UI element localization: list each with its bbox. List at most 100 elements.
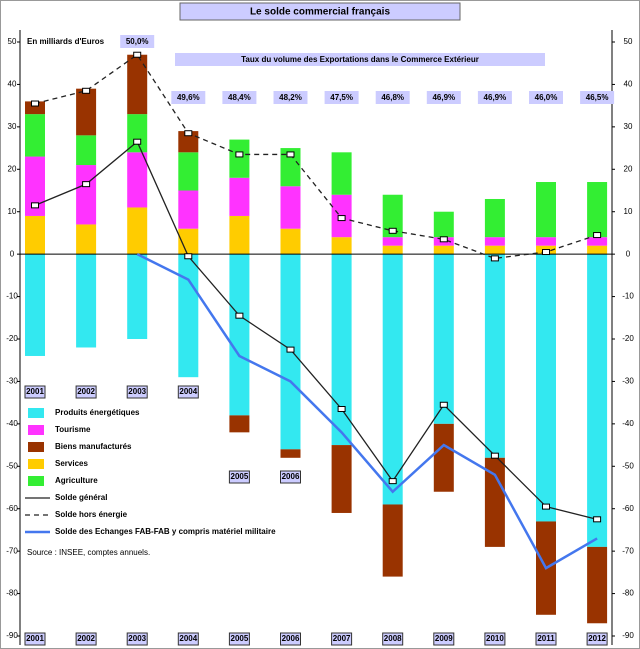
line-marker (184, 130, 193, 137)
x-tick-label: 2001 (26, 387, 44, 396)
line-marker (235, 151, 244, 158)
legend-label: Produits énergétiques (55, 408, 140, 417)
bar (229, 139, 250, 178)
bar (280, 228, 301, 255)
year-box (535, 632, 557, 646)
rate-box (580, 91, 615, 104)
bar (25, 156, 45, 216)
bar (280, 148, 301, 187)
x-tick-label: 2006 (282, 634, 300, 643)
y-tick-label-right: 30 (624, 122, 633, 131)
year-box (177, 385, 199, 399)
line-marker (31, 100, 39, 107)
bar (229, 215, 250, 255)
rate-box (222, 91, 257, 104)
rate-box (171, 91, 206, 104)
x-tick-label: 2002 (77, 387, 95, 396)
rate-box (273, 91, 308, 104)
year-box (24, 632, 46, 646)
year-box (586, 632, 608, 646)
y-axis-label: En milliards d'Euros (27, 37, 105, 46)
line-marker (82, 87, 91, 94)
x-tick-label: 2007 (333, 634, 351, 643)
line-marker (133, 51, 142, 58)
legend-label: Services (55, 459, 88, 468)
y-tick-label: -40 (6, 419, 18, 428)
y-tick-label: -10 (6, 292, 18, 301)
line-marker (337, 406, 346, 413)
y-tick-label-right: -30 (622, 377, 634, 386)
bar (280, 449, 301, 458)
rate-label: 50,0% (126, 37, 149, 46)
bar (178, 152, 199, 191)
rate-label: 48,2% (279, 93, 302, 102)
rate-box (375, 91, 410, 104)
rate-label: 47,5% (330, 93, 353, 102)
rate-box (324, 91, 359, 104)
bar (536, 254, 556, 522)
year-box (433, 632, 455, 646)
year-box (24, 385, 46, 399)
x-tick-label: 2006 (282, 472, 300, 481)
rate-label: 48,4% (228, 93, 251, 102)
rate-label: 46,5% (586, 93, 609, 102)
bar (76, 135, 97, 166)
bar (382, 194, 403, 238)
y-tick-label: 0 (10, 249, 15, 258)
y-tick-label-right: -40 (622, 419, 634, 428)
x-tick-label: 2009 (435, 634, 453, 643)
bar (587, 237, 608, 246)
bar (76, 254, 97, 348)
year-box (382, 632, 404, 646)
y-tick-label-right: -90 (622, 631, 634, 640)
line-marker (388, 478, 397, 485)
bar (484, 245, 505, 255)
line-marker (286, 151, 295, 158)
year-box (75, 385, 97, 399)
y-tick-label: -60 (6, 504, 18, 513)
line-marker (82, 181, 91, 188)
bar (127, 152, 148, 208)
rate-label: 46,9% (432, 93, 455, 102)
rate-box (120, 35, 155, 48)
year-box (75, 632, 97, 646)
line-marker (542, 249, 550, 256)
bar (331, 445, 352, 513)
bar (587, 245, 608, 255)
legend-swatch (28, 425, 44, 435)
legend-label: Agriculture (55, 476, 98, 485)
y-tick-label-right: -20 (622, 334, 634, 343)
rate-box (529, 91, 563, 104)
legend-swatch (28, 408, 44, 418)
bar (178, 190, 199, 229)
year-box (126, 632, 148, 646)
year-box (280, 470, 301, 484)
bar (587, 254, 608, 547)
y-tick-label: 20 (8, 164, 17, 173)
x-tick-label: 2005 (231, 634, 249, 643)
line-marker (286, 346, 295, 353)
legend-label: Biens manufacturés (55, 442, 132, 451)
bar (76, 165, 97, 225)
bar (433, 254, 454, 424)
bar (587, 182, 608, 238)
y-tick-label: 10 (8, 207, 17, 216)
rate-box (477, 91, 512, 104)
line-marker (388, 227, 397, 234)
x-tick-label: 2012 (588, 634, 606, 643)
y-tick-label-right: 40 (624, 80, 633, 89)
bar (331, 152, 352, 195)
legend-label: Solde hors énergie (55, 510, 128, 519)
y-tick-label-right: 50 (624, 37, 633, 46)
bar (25, 254, 45, 356)
legend-swatch (28, 476, 44, 486)
chart-title: Le solde commercial français (250, 7, 391, 18)
legend-label: Tourisme (55, 425, 91, 434)
line-marker (31, 202, 39, 209)
rate-label: 46,9% (484, 93, 507, 102)
y-tick-label-right: -10 (622, 292, 634, 301)
bar (484, 198, 505, 238)
bar (178, 254, 199, 378)
